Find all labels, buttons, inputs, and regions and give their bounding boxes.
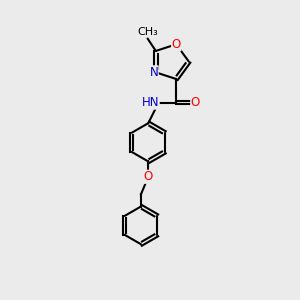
- Text: N: N: [149, 66, 158, 79]
- Text: HN: HN: [142, 96, 159, 109]
- Text: O: O: [144, 170, 153, 183]
- Text: O: O: [172, 38, 181, 51]
- Text: CH₃: CH₃: [137, 27, 158, 37]
- Text: O: O: [191, 96, 200, 109]
